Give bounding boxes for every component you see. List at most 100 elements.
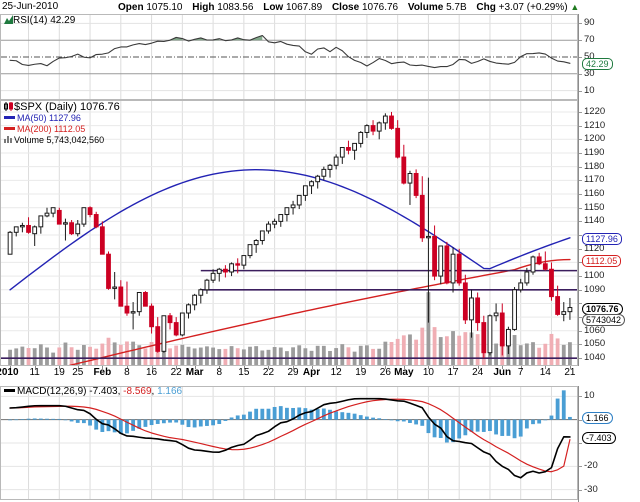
date-axis-label: 22 xyxy=(262,367,275,378)
rsi-axis-tickmark xyxy=(578,90,582,92)
price-axis-tick: 1200 xyxy=(584,133,606,145)
price-axis-tickmark xyxy=(578,111,582,113)
rsi-axis-tick: 10 xyxy=(584,84,595,96)
date-axis-tickmark xyxy=(403,366,405,369)
price-axis-tick: 1120 xyxy=(584,242,605,254)
volume-bars-icon xyxy=(4,135,14,143)
low-value: 1067.89 xyxy=(286,2,323,13)
macd-plot-area xyxy=(1,387,577,499)
price-legend: $SPX (Daily) 1076.76 MA(50) 1127.96 MA(2… xyxy=(4,102,120,146)
rsi-plot-area xyxy=(1,15,577,99)
open-value: 1075.10 xyxy=(146,2,183,13)
date-axis-label: 10 xyxy=(422,367,434,378)
date-axis-label: 2010 xyxy=(0,367,19,378)
close-label: Close xyxy=(331,2,360,13)
ma200-value-flag: 1112.05 xyxy=(582,254,622,267)
price-axis-tickmark xyxy=(578,221,582,223)
quote-header-bar: 25-Jun-2010 Open 1075.10 High 1083.56 Lo… xyxy=(0,0,640,14)
macd-value-flag: -7.403 xyxy=(582,431,616,444)
price-axis-tickmark xyxy=(578,330,582,332)
rsi-panel: 90 70 50 30 10 RSI(14) 42.29 42.29 xyxy=(0,14,640,100)
price-axis-tickmark xyxy=(578,125,582,127)
price-axis-tickmark xyxy=(578,303,582,305)
macd-legend-hist: 1.166 xyxy=(157,386,183,397)
price-axis-tick: 1040 xyxy=(584,352,606,364)
macd-axis-tick: 10 xyxy=(584,390,595,402)
date-axis-tickmark xyxy=(219,366,221,369)
price-axis-tickmark xyxy=(578,289,582,291)
rsi-axis-tickmark xyxy=(578,57,582,58)
price-axis-tick: 1190 xyxy=(584,146,605,158)
date-axis-tickmark xyxy=(502,366,504,369)
price-axis-tick: 1090 xyxy=(584,283,606,295)
date-axis-tickmark xyxy=(102,366,104,369)
price-axis-tickmark xyxy=(578,358,582,360)
volume-legend-text: Volume 5,743,042,560 xyxy=(14,135,105,145)
indicator-icon xyxy=(4,15,13,24)
price-axis-tick: 1160 xyxy=(584,188,605,199)
price-axis-tickmark xyxy=(578,248,582,250)
rsi-axis-tickmark xyxy=(578,73,582,75)
rsi-axis-tick: 50 xyxy=(584,51,595,62)
close-value: 1076.76 xyxy=(361,2,399,13)
date-axis-label: 16 xyxy=(146,367,158,378)
date-axis-tickmark xyxy=(520,366,522,369)
macd-axis-tickmark xyxy=(578,419,582,421)
rsi-plot-frame xyxy=(0,14,578,100)
ma200-swatch-icon xyxy=(4,127,15,130)
macd-axis-tickmark xyxy=(578,489,582,491)
macd-value-axis: 10 -20 -30 xyxy=(578,386,640,502)
high-value: 1083.56 xyxy=(217,2,254,13)
rsi-legend-text: RSI(14) 42.29 xyxy=(13,15,76,26)
date-axis-label: 26 xyxy=(379,367,391,378)
macd-axis-tickmark xyxy=(578,396,582,398)
date-axis-tickmark xyxy=(477,366,479,369)
rsi-axis-tick: 70 xyxy=(584,34,595,46)
rsi-axis-tickmark xyxy=(578,40,582,42)
price-axis-tickmark xyxy=(578,344,582,346)
price-axis-tickmark xyxy=(578,317,582,319)
price-axis-tick: 1170 xyxy=(584,174,605,186)
rsi-value-axis: 90 70 50 30 10 xyxy=(578,14,640,100)
date-axis-tickmark xyxy=(360,366,362,369)
volume-label: Volume xyxy=(407,2,444,13)
price-plot-frame xyxy=(0,100,578,366)
date-axis-label: 15 xyxy=(238,367,250,378)
date-axis-label: Jun xyxy=(493,367,512,378)
price-axis-tickmark xyxy=(578,139,582,141)
macd-swatch-icon xyxy=(4,389,15,392)
date-axis-label: 22 xyxy=(170,367,182,378)
date-axis-tickmark xyxy=(545,366,547,369)
date-axis-tickmark xyxy=(10,366,12,369)
macd-panel: 10 -20 -30 MACD(12,26,9) -7.403, -8.569, 1… xyxy=(0,386,640,502)
macd-legend-value: -7.403 xyxy=(89,386,118,397)
macd-axis-tickmark xyxy=(578,466,582,468)
date-axis-label: 8 xyxy=(216,367,223,378)
rsi-legend: RSI(14) 42.29 xyxy=(4,15,75,26)
date-axis-label: 11 xyxy=(29,367,40,378)
quote-date: 25-Jun-2010 xyxy=(2,1,59,12)
date-axis-label: 14 xyxy=(539,367,551,378)
date-axis-label: 7 xyxy=(517,367,524,378)
date-axis-label: 19 xyxy=(53,367,65,378)
price-axis-tickmark xyxy=(578,180,582,182)
price-axis-tickmark xyxy=(578,235,582,237)
date-axis-label: 19 xyxy=(355,367,367,378)
volume-legend-row: Volume 5,743,042,560 xyxy=(4,135,120,145)
price-axis-tickmark xyxy=(578,276,582,278)
date-axis-tickmark xyxy=(293,366,295,369)
open-label: Open xyxy=(118,2,144,13)
price-axis-tick: 1100 xyxy=(584,270,605,282)
date-axis: 2010111925Feb81622Mar8152229Apr121926May… xyxy=(0,366,578,382)
macd-axis-tick: -20 xyxy=(584,460,598,472)
date-axis-label: 12 xyxy=(330,367,342,378)
date-axis-tickmark xyxy=(243,366,245,369)
price-axis-tick: 1220 xyxy=(584,105,606,117)
ma50-legend-row: MA(50) 1127.96 xyxy=(4,113,120,123)
date-axis-tickmark xyxy=(176,366,178,369)
chg-value: +3.07 (+0.29%) xyxy=(498,2,568,13)
macd-legend: MACD(12,26,9) -7.403, -8.569, 1.166 xyxy=(4,387,182,397)
price-axis-tickmark xyxy=(578,262,582,264)
macd-axis-tickmark xyxy=(578,443,582,444)
